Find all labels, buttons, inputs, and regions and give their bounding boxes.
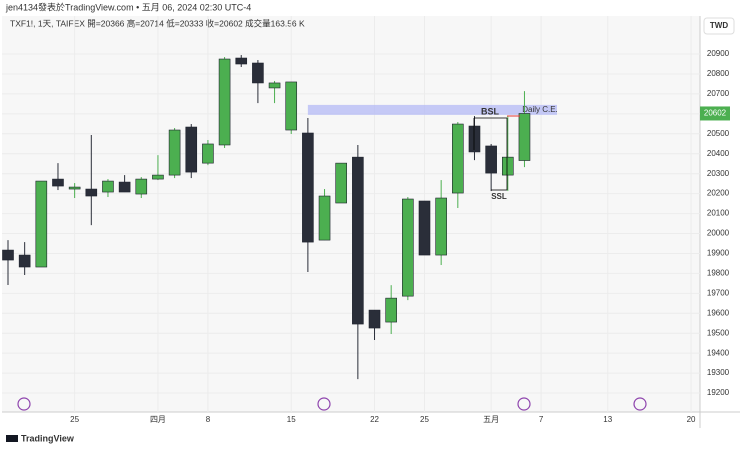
tv-logo xyxy=(6,435,18,442)
candle-body xyxy=(52,178,64,187)
candle-body xyxy=(318,195,331,241)
candles xyxy=(2,55,531,380)
annotation-layer: BSL SSL xyxy=(473,106,520,201)
annotation: BSL xyxy=(481,106,500,116)
x-tick-label: 五月 xyxy=(483,415,499,424)
y-tick-label: 20300 xyxy=(707,169,730,178)
x-tick-label: 13 xyxy=(603,415,612,424)
candle-body xyxy=(68,186,81,190)
zone-band xyxy=(307,104,557,115)
candle-body xyxy=(85,188,98,197)
candle-body xyxy=(152,174,164,180)
candle-body xyxy=(485,145,497,174)
candle-body xyxy=(235,57,248,65)
y-tick-label: 20800 xyxy=(707,69,730,78)
candle-body xyxy=(118,181,131,193)
candle-body xyxy=(185,126,198,173)
annotation: SSL xyxy=(491,192,507,201)
candle-body xyxy=(302,132,314,243)
y-tick-label: 20000 xyxy=(707,229,730,238)
y-tick-label: 20700 xyxy=(707,89,730,98)
x-tick-label: 20 xyxy=(687,415,696,424)
x-tick-label: 25 xyxy=(70,415,79,424)
candle-body xyxy=(35,180,48,268)
candle-body xyxy=(501,156,514,176)
event-icons xyxy=(17,397,647,411)
y-tick-label: 19300 xyxy=(707,368,730,377)
zone-label: Daily C.E. xyxy=(522,105,558,114)
y-tick-label: 20500 xyxy=(707,129,730,138)
price-tag xyxy=(700,106,730,121)
candle-body xyxy=(168,129,181,176)
y-tick-label: 19400 xyxy=(707,348,730,357)
candle-body xyxy=(335,162,348,204)
candle-body xyxy=(18,254,31,268)
candle-body xyxy=(285,81,298,131)
footer: TradingView xyxy=(21,433,75,443)
candle-body xyxy=(218,58,231,146)
candle-body xyxy=(385,297,397,323)
attribution: jen4134發表於TradingView.com • 五月 06, 2024 … xyxy=(5,1,251,12)
x-tick-label: 8 xyxy=(206,415,211,424)
y-tick-label: 19500 xyxy=(707,328,730,337)
candle-body xyxy=(268,82,281,89)
y-tick-label: 19900 xyxy=(707,249,730,258)
y-tick-label: 19600 xyxy=(707,308,730,317)
y-tick-label: 20400 xyxy=(707,149,730,158)
candle-body xyxy=(418,200,431,256)
candle-body xyxy=(435,197,447,256)
y-tick-label: 20900 xyxy=(707,49,730,58)
candle-body xyxy=(102,180,114,193)
candle-body xyxy=(135,178,148,195)
y-tick-label: 20200 xyxy=(707,189,730,198)
x-tick-label: 22 xyxy=(370,415,379,424)
x-tick-label: 25 xyxy=(420,415,429,424)
x-tick-label: 15 xyxy=(287,415,296,424)
candle-body xyxy=(518,113,531,161)
currency[interactable]: TWD xyxy=(710,21,728,30)
y-tick-label: 19800 xyxy=(707,269,730,278)
zone-layer: Daily C.E. xyxy=(307,104,558,115)
y-tick-label: 19700 xyxy=(707,288,730,297)
candle-body xyxy=(252,62,264,84)
candle-body xyxy=(402,198,414,297)
price-tag-label: 20602 xyxy=(704,109,727,118)
currency-box[interactable] xyxy=(703,17,735,35)
candle-body xyxy=(452,123,464,194)
y-tick-label: 19200 xyxy=(707,388,730,397)
y-tick-label: 20100 xyxy=(707,209,730,218)
candle-body xyxy=(352,156,364,325)
x-tick-label: 7 xyxy=(539,415,544,424)
x-tick-label: 四月 xyxy=(150,415,166,424)
candle-body xyxy=(368,309,381,329)
candle-body xyxy=(2,249,14,261)
candle-body xyxy=(202,143,214,164)
candle-body xyxy=(468,125,481,153)
